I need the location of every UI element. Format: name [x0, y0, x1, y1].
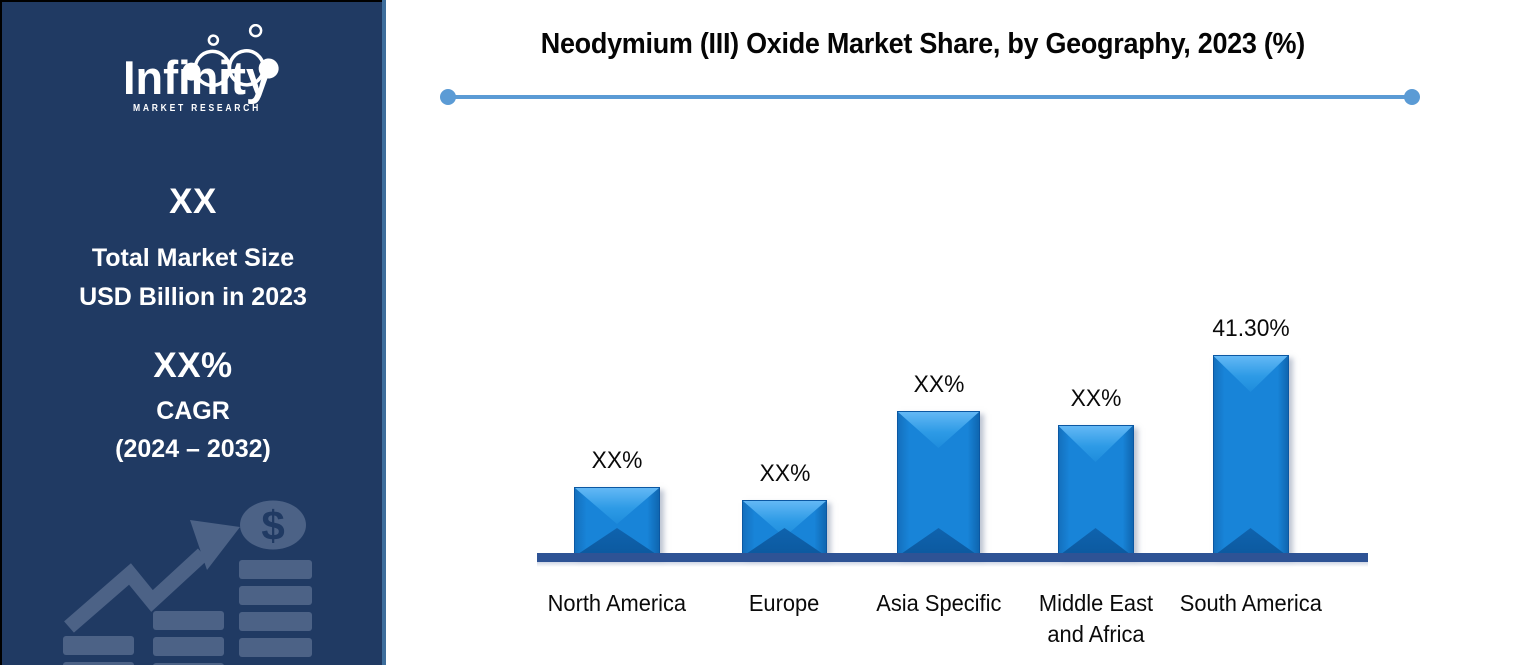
growth-money-art: $	[63, 500, 312, 665]
infinity-logo-icon: Infinity MARKET RESEARCH	[123, 23, 279, 114]
coin-stack-icon	[63, 560, 312, 665]
category-label-south-america: South America	[1179, 590, 1322, 616]
growth-arrow-icon	[64, 520, 240, 633]
category-label-europe: Europe	[749, 590, 820, 616]
cagr-value: XX%	[153, 346, 233, 385]
x-axis-baseline	[537, 553, 1368, 567]
dollar-coin-icon: $	[240, 500, 306, 550]
market-size-label-line1: Total Market Size	[91, 244, 295, 272]
brand-name-text: Infinity	[123, 51, 271, 104]
svg-text:$: $	[261, 502, 284, 549]
cagr-period: (2024 – 2032)	[115, 435, 271, 463]
bar-value-label-europe: XX%	[759, 460, 810, 487]
sidebar-edge-strip	[382, 0, 386, 665]
chart-title-text: Neodymium (III) Oxide Market Share, by G…	[540, 28, 1306, 60]
bar-value-label-middle-east-and-africa: XX%	[1070, 385, 1121, 412]
cagr-label: CAGR	[156, 397, 230, 425]
bar-value-label-south-america: 41.30%	[1211, 315, 1290, 342]
category-label-middle-east-and-africa: Middle East and Africa	[1038, 590, 1153, 647]
category-label-north-america: North America	[547, 590, 687, 616]
category-label-asia-specific: Asia Specific	[875, 590, 1002, 616]
bar-south-america	[1212, 355, 1289, 557]
bar-europe	[742, 500, 827, 557]
divider-dot-right-icon	[1404, 89, 1420, 105]
bar-value-label-asia-specific: XX%	[913, 371, 964, 398]
bar-middle-east-and-africa	[1057, 425, 1134, 557]
market-size-value: XX	[169, 182, 217, 221]
chart-title: Neodymium (III) Oxide Market Share, by G…	[443, 28, 1403, 61]
sidebar: Infinity MARKET RESEARCH XX Total Market…	[0, 0, 382, 665]
title-divider-line	[440, 89, 1420, 105]
divider-dot-left-icon	[440, 89, 456, 105]
bar-asia-specific	[897, 411, 980, 557]
brand-logo: Infinity MARKET RESEARCH	[105, 23, 295, 119]
market-size-label-line2: USD Billion in 2023	[79, 283, 307, 311]
bar-value-label-north-america: XX%	[591, 447, 643, 474]
bar-north-america	[574, 487, 660, 557]
brand-tagline-text: MARKET RESEARCH	[133, 103, 261, 114]
